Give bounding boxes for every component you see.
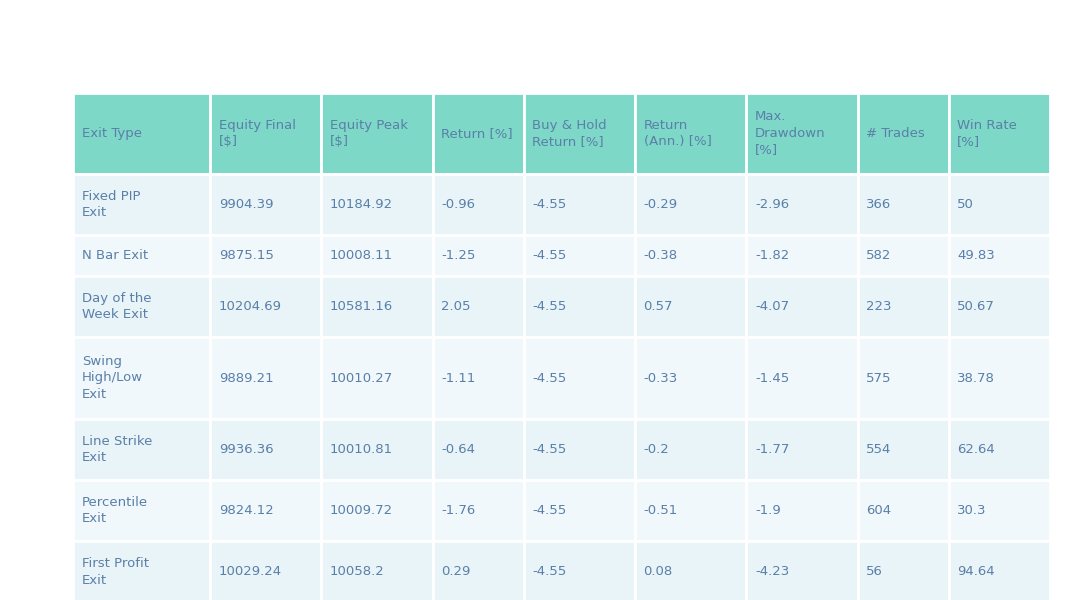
Text: 62.64: 62.64 <box>957 443 995 456</box>
Text: Equity Final
[$]: Equity Final [$] <box>218 119 296 148</box>
Text: -4.55: -4.55 <box>532 443 567 456</box>
Text: First Profit
Exit: First Profit Exit <box>82 557 149 587</box>
Text: -0.96: -0.96 <box>442 198 475 211</box>
Text: -4.55: -4.55 <box>532 300 567 313</box>
Text: -1.76: -1.76 <box>442 504 475 517</box>
Text: -0.51: -0.51 <box>644 504 678 517</box>
Text: -1.11: -1.11 <box>442 371 475 385</box>
Text: -4.23: -4.23 <box>755 565 789 578</box>
Text: -4.55: -4.55 <box>532 565 567 578</box>
Text: 56: 56 <box>866 565 883 578</box>
Text: -1.82: -1.82 <box>755 249 789 262</box>
Text: -4.07: -4.07 <box>755 300 789 313</box>
Text: -0.29: -0.29 <box>644 198 678 211</box>
Text: -0.2: -0.2 <box>644 443 670 456</box>
Text: Return [%]: Return [%] <box>442 127 513 140</box>
Text: -0.33: -0.33 <box>644 371 678 385</box>
Text: -4.55: -4.55 <box>532 371 567 385</box>
Text: Return
(Ann.) [%]: Return (Ann.) [%] <box>644 119 712 148</box>
Text: -1.25: -1.25 <box>442 249 475 262</box>
Text: -4.55: -4.55 <box>532 249 567 262</box>
Text: 10010.81: 10010.81 <box>330 443 393 456</box>
Text: 554: 554 <box>866 443 892 456</box>
Text: 50.67: 50.67 <box>957 300 995 313</box>
Text: 49.83: 49.83 <box>957 249 995 262</box>
Text: 10058.2: 10058.2 <box>330 565 384 578</box>
Text: -1.9: -1.9 <box>755 504 781 517</box>
Text: N Bar Exit: N Bar Exit <box>82 249 148 262</box>
Text: Fixed PIP
Exit: Fixed PIP Exit <box>82 190 140 220</box>
Text: Equity Peak
[$]: Equity Peak [$] <box>330 119 408 148</box>
Text: -1.45: -1.45 <box>755 371 789 385</box>
Text: 10008.11: 10008.11 <box>330 249 393 262</box>
Text: 10184.92: 10184.92 <box>330 198 393 211</box>
Text: -2.96: -2.96 <box>755 198 789 211</box>
Text: Swing
High/Low
Exit: Swing High/Low Exit <box>82 355 144 401</box>
Text: 0.57: 0.57 <box>644 300 673 313</box>
Text: 0.08: 0.08 <box>644 565 673 578</box>
Text: Exit Type: Exit Type <box>82 127 143 140</box>
Text: 366: 366 <box>866 198 891 211</box>
Text: 10581.16: 10581.16 <box>330 300 393 313</box>
Text: 0.29: 0.29 <box>442 565 471 578</box>
Text: Line Strike
Exit: Line Strike Exit <box>82 434 152 464</box>
Text: Day of the
Week Exit: Day of the Week Exit <box>82 292 151 322</box>
Text: 50: 50 <box>957 198 974 211</box>
Text: 10009.72: 10009.72 <box>330 504 393 517</box>
Text: 30.3: 30.3 <box>957 504 987 517</box>
Text: # Trades: # Trades <box>866 127 924 140</box>
Text: Percentile
Exit: Percentile Exit <box>82 496 148 526</box>
Text: Win Rate
[%]: Win Rate [%] <box>957 119 1017 148</box>
Text: 9936.36: 9936.36 <box>218 443 273 456</box>
Text: 10204.69: 10204.69 <box>218 300 282 313</box>
Text: -0.64: -0.64 <box>442 443 475 456</box>
Text: 9889.21: 9889.21 <box>218 371 273 385</box>
Text: -4.55: -4.55 <box>532 504 567 517</box>
Text: Buy & Hold
Return [%]: Buy & Hold Return [%] <box>532 119 607 148</box>
Text: -0.38: -0.38 <box>644 249 678 262</box>
Text: 575: 575 <box>866 371 892 385</box>
Text: 2.05: 2.05 <box>442 300 471 313</box>
Text: 223: 223 <box>866 300 892 313</box>
Text: 9824.12: 9824.12 <box>218 504 273 517</box>
Text: 10029.24: 10029.24 <box>218 565 282 578</box>
Text: 604: 604 <box>866 504 891 517</box>
Text: -4.55: -4.55 <box>532 198 567 211</box>
Text: 38.78: 38.78 <box>957 371 995 385</box>
Text: 10010.27: 10010.27 <box>330 371 393 385</box>
Text: 94.64: 94.64 <box>957 565 995 578</box>
Text: 582: 582 <box>866 249 892 262</box>
Text: Max.
Drawdown
[%]: Max. Drawdown [%] <box>755 110 825 157</box>
Text: 9904.39: 9904.39 <box>218 198 273 211</box>
Text: -1.77: -1.77 <box>755 443 789 456</box>
Text: 9875.15: 9875.15 <box>218 249 273 262</box>
